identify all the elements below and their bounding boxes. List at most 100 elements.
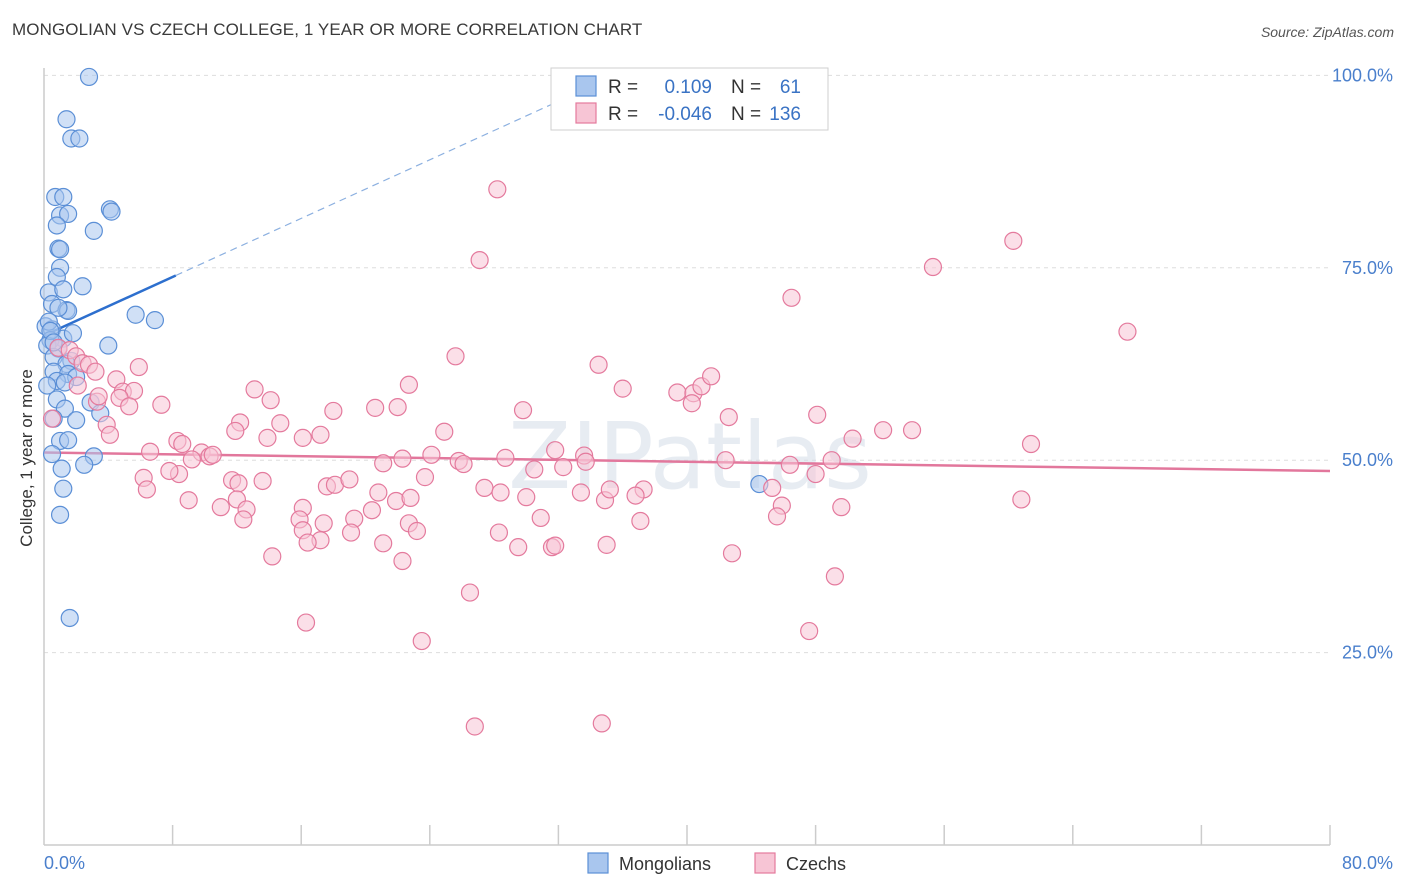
source-label: Source: ZipAtlas.com [1260, 24, 1394, 40]
legend-n-label: N = [731, 77, 761, 98]
x-tick-labels: 0.0% 80.0% [44, 853, 1393, 873]
czech-point [293, 428, 312, 447]
mongolian-point [54, 280, 73, 299]
czech-point [374, 454, 393, 473]
legend-r-label: R = [608, 77, 638, 98]
czech-point [296, 613, 316, 632]
czech-point [160, 461, 179, 481]
y-tick-labels: 25.0% 50.0% 75.0% 100.0% [1332, 65, 1393, 662]
mongolian-point [73, 277, 92, 296]
czech-point [825, 567, 844, 586]
legend-r-value: -0.046 [658, 104, 712, 125]
czech-point [488, 180, 507, 199]
czech-point [182, 450, 201, 469]
mongolian-point [59, 204, 78, 224]
legend-swatch [575, 75, 597, 97]
czech-point [68, 376, 87, 395]
mongolian-point [47, 216, 66, 235]
czech-point [263, 547, 282, 566]
mongolian-point [79, 67, 99, 87]
czech-point [399, 375, 419, 394]
czech-point [470, 250, 489, 270]
legend-n-value: 61 [780, 77, 801, 98]
czech-point [597, 535, 616, 554]
czech-point [874, 421, 893, 440]
czech-point [401, 488, 420, 508]
mongolian-point [126, 305, 145, 324]
mongolian-point [145, 311, 165, 330]
czech-point [393, 551, 412, 571]
czech-point [422, 445, 441, 464]
czech-point [179, 491, 198, 510]
y-tick-label: 50.0% [1342, 450, 1393, 470]
czech-point [412, 631, 431, 651]
czech-point [902, 421, 922, 440]
czech-point [245, 380, 264, 399]
czech-point [806, 464, 825, 484]
czech-point [407, 521, 427, 541]
czech-point [525, 460, 544, 479]
czech-point [311, 425, 330, 444]
czech-point [571, 483, 591, 502]
czech-point [393, 449, 412, 468]
czech-point [822, 451, 841, 470]
czech-point [517, 488, 536, 507]
mongolian-point [38, 376, 57, 395]
czech-point [362, 501, 382, 520]
mongolian-point [52, 459, 71, 478]
czech-point [1118, 322, 1137, 341]
legend-swatch [575, 102, 597, 124]
czech-point [808, 405, 827, 424]
czech-point [589, 355, 608, 374]
czech-point [631, 511, 650, 531]
czech-point [120, 397, 139, 416]
czech-point [42, 409, 62, 428]
mongolian-point [50, 505, 70, 524]
czech-point [475, 478, 494, 498]
czech-point [546, 536, 565, 555]
czech-point [271, 414, 290, 433]
czech-point [211, 498, 230, 517]
czech-point [454, 454, 473, 474]
czech-point [722, 544, 742, 563]
mongolian-point [75, 455, 94, 474]
mongolian-trend-extension [175, 97, 567, 277]
czech-point [173, 434, 192, 454]
czech-point [576, 452, 595, 471]
czech-point [716, 451, 735, 470]
mongolian-point [84, 221, 103, 240]
czech-point [234, 510, 253, 529]
czech-point [843, 429, 862, 448]
gridlines [44, 74, 1330, 654]
mongolian-trend-line [43, 274, 177, 337]
czech-trend-line [43, 451, 1331, 473]
czech-point [341, 523, 361, 542]
czech-point [496, 448, 515, 467]
czech-point [465, 717, 484, 736]
y-axis-label: College, 1 year or more [17, 369, 36, 547]
bottom-legend: Mongolians Czechs [587, 852, 846, 874]
czech-point [800, 621, 819, 641]
legend-n-label: N = [731, 104, 761, 125]
legend-n-value: 136 [769, 104, 801, 125]
czech-point [763, 478, 782, 498]
czech-point [626, 486, 645, 505]
czech-point [100, 425, 120, 444]
czech-point [226, 421, 245, 441]
czech-point [491, 483, 510, 502]
czech-point [140, 442, 160, 461]
czech-point [258, 428, 277, 447]
czech-point [324, 401, 343, 421]
mongolian-point [54, 187, 73, 207]
chart-title: MONGOLIAN VS CZECH COLLEGE, 1 YEAR OR MO… [12, 20, 643, 39]
czech-point [832, 498, 851, 517]
czech-point [613, 379, 632, 398]
czech-point [600, 480, 619, 499]
czech-point [767, 507, 787, 526]
y-tick-label: 25.0% [1342, 643, 1393, 663]
czech-point [374, 534, 393, 553]
x-tick-label: 0.0% [44, 853, 85, 873]
czech-point [509, 538, 528, 557]
mongolian-point [70, 129, 89, 148]
